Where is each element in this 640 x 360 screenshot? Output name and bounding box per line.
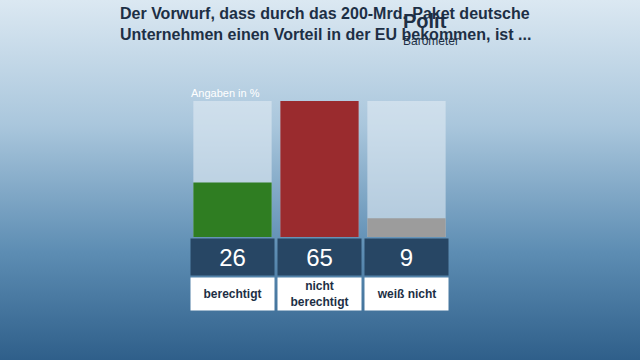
svg-text:weiß nicht: weiß nicht bbox=[377, 287, 437, 301]
svg-text:Angaben in %: Angaben in % bbox=[191, 87, 260, 99]
svg-text:berechtigt: berechtigt bbox=[203, 287, 261, 301]
svg-text:Der Vorwurf, dass durch das 20: Der Vorwurf, dass durch das 200-Mrd.-Pak… bbox=[120, 5, 531, 43]
svg-text:65: 65 bbox=[306, 244, 333, 271]
svg-text:26: 26 bbox=[219, 244, 246, 271]
svg-text:9: 9 bbox=[400, 244, 413, 271]
svg-text:Barometer: Barometer bbox=[403, 34, 459, 48]
svg-text:Polit: Polit bbox=[403, 10, 447, 32]
svg-text:nichtberechtigt: nichtberechtigt bbox=[290, 279, 348, 309]
